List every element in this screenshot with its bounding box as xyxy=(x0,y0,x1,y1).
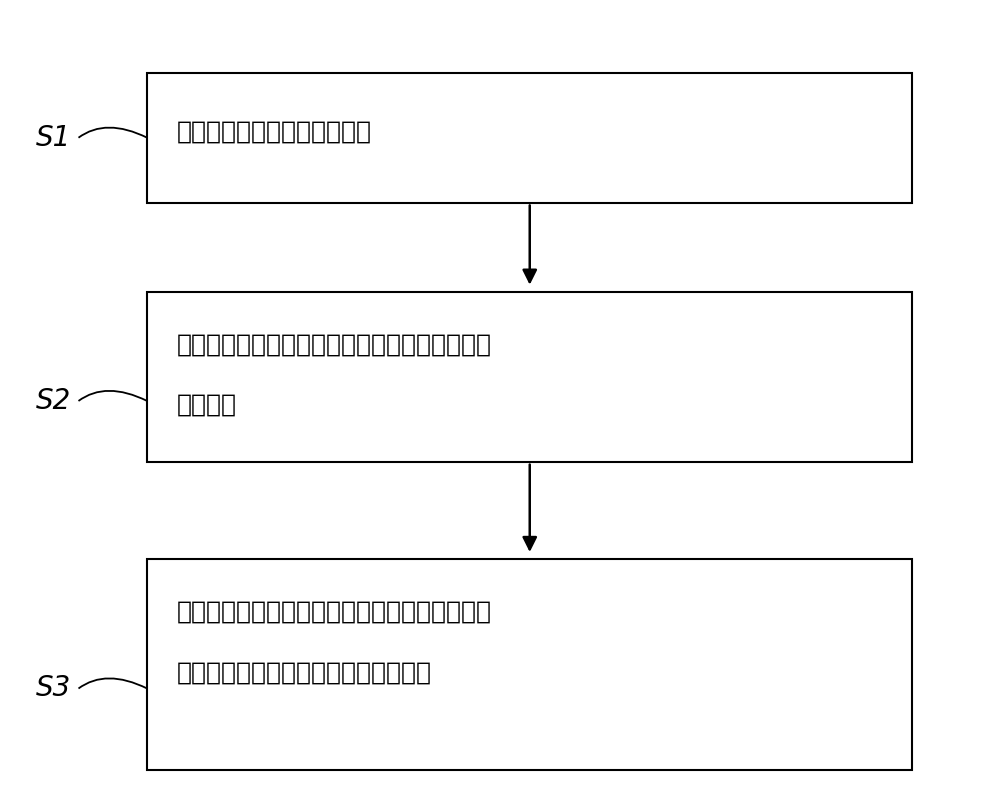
Bar xyxy=(147,73,912,202)
Bar xyxy=(147,292,912,462)
Bar xyxy=(147,559,912,770)
Text: S1: S1 xyxy=(36,124,72,151)
Text: 设置路口车道拓扑连接规则；: 设置路口车道拓扑连接规则； xyxy=(177,119,372,143)
Text: S3: S3 xyxy=(36,675,72,702)
Text: 识信息；: 识信息； xyxy=(177,393,236,417)
Text: 基于车载雷达获取的点云数据识别路口车道的标: 基于车载雷达获取的点云数据识别路口车道的标 xyxy=(177,332,491,356)
Text: 将路口车道标识信息与路口车道拓扑连接规则进: 将路口车道标识信息与路口车道拓扑连接规则进 xyxy=(177,599,491,624)
Text: 行匹配，得到路口车道拓扑连接路线。: 行匹配，得到路口车道拓扑连接路线。 xyxy=(177,660,432,684)
Text: S2: S2 xyxy=(36,387,72,415)
